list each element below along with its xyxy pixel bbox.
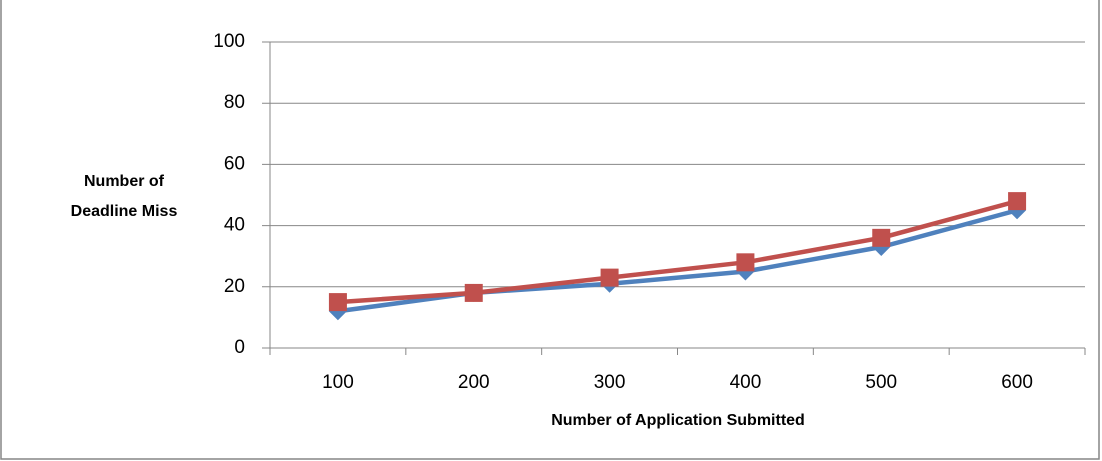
y-tick-label: 20 xyxy=(224,276,245,297)
y-tick-label: 80 xyxy=(224,92,245,113)
marker xyxy=(736,253,755,272)
marker xyxy=(1008,192,1027,211)
marker xyxy=(464,283,483,302)
x-tick-label: 500 xyxy=(865,372,897,393)
series-line xyxy=(337,198,1018,305)
y-tick-label: 0 xyxy=(234,337,245,358)
y-tick-label: 100 xyxy=(213,31,245,52)
y-axis-title: Deadline Miss xyxy=(71,203,178,220)
y-tick-label: 40 xyxy=(224,215,245,236)
x-tick-label: 400 xyxy=(730,372,762,393)
y-tick-label: 60 xyxy=(224,153,245,174)
x-tick-label: 200 xyxy=(458,372,490,393)
x-tick-label: 300 xyxy=(594,372,626,393)
marker xyxy=(328,293,347,312)
marker xyxy=(600,268,619,287)
marker xyxy=(872,228,891,247)
x-tick-label: 600 xyxy=(1001,372,1033,393)
x-axis-title: Number of Application Submitted xyxy=(551,412,805,429)
y-axis-title: Number of xyxy=(84,173,165,190)
x-tick-label: 100 xyxy=(322,372,354,393)
